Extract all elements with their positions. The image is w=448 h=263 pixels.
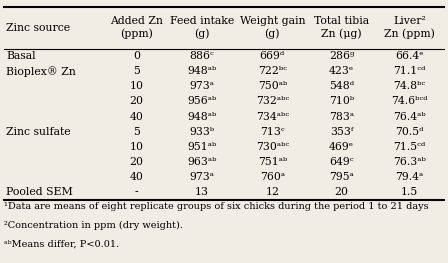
Text: 469ᵉ: 469ᵉ — [329, 142, 354, 152]
Text: 353ᶠ: 353ᶠ — [330, 127, 353, 137]
Text: 948ᵃᵇ: 948ᵃᵇ — [187, 66, 216, 76]
Text: 649ᶜ: 649ᶜ — [329, 157, 354, 167]
Text: Zinc sulfate: Zinc sulfate — [6, 127, 71, 137]
Text: 948ᵃᵇ: 948ᵃᵇ — [187, 112, 216, 122]
Text: 5: 5 — [133, 127, 140, 137]
Text: Zinc source: Zinc source — [6, 23, 70, 33]
Text: 734ᵃᵇᶜ: 734ᵃᵇᶜ — [256, 112, 289, 122]
Text: 10: 10 — [129, 81, 143, 92]
Text: 20: 20 — [129, 97, 143, 107]
Text: 732ᵃᵇᶜ: 732ᵃᵇᶜ — [256, 97, 289, 107]
Text: Added Zn
(ppm): Added Zn (ppm) — [110, 16, 163, 39]
Text: 669ᵈ: 669ᵈ — [260, 51, 285, 61]
Text: 951ᵃᵇ: 951ᵃᵇ — [187, 142, 216, 152]
Text: 13: 13 — [195, 187, 209, 197]
Text: Total tibia
Zn (μg): Total tibia Zn (μg) — [314, 16, 369, 39]
Text: 0: 0 — [133, 51, 140, 61]
Text: 70.5ᵈ: 70.5ᵈ — [395, 127, 424, 137]
Text: 79.4ᵃ: 79.4ᵃ — [396, 172, 424, 182]
Text: 963ᵃᵇ: 963ᵃᵇ — [187, 157, 216, 167]
Text: 40: 40 — [129, 172, 143, 182]
Text: 783ᵃ: 783ᵃ — [329, 112, 354, 122]
Text: 973ᵃ: 973ᵃ — [190, 81, 214, 92]
Text: Feed intake
(g): Feed intake (g) — [170, 16, 234, 39]
Text: 973ᵃ: 973ᵃ — [190, 172, 214, 182]
Text: 933ᵇ: 933ᵇ — [189, 127, 214, 137]
Text: ᵃᵇMeans differ, P<0.01.: ᵃᵇMeans differ, P<0.01. — [4, 240, 120, 249]
Text: 74.6ᵇᶜᵈ: 74.6ᵇᶜᵈ — [391, 97, 428, 107]
Text: 20: 20 — [129, 157, 143, 167]
Text: Bioplex® Zn: Bioplex® Zn — [6, 66, 76, 77]
Text: 66.4ᵉ: 66.4ᵉ — [395, 51, 424, 61]
Text: Basal: Basal — [6, 51, 36, 61]
Text: 40: 40 — [129, 112, 143, 122]
Text: 886ᶜ: 886ᶜ — [190, 51, 214, 61]
Text: 795ᵃ: 795ᵃ — [329, 172, 354, 182]
Text: 76.3ᵃᵇ: 76.3ᵃᵇ — [393, 157, 426, 167]
Text: 74.8ᵇᶜ: 74.8ᵇᶜ — [393, 81, 426, 92]
Text: 423ᵉ: 423ᵉ — [329, 66, 354, 76]
Text: 12: 12 — [265, 187, 280, 197]
Text: 548ᵈ: 548ᵈ — [329, 81, 354, 92]
Text: 20: 20 — [335, 187, 349, 197]
Text: 1.5: 1.5 — [401, 187, 418, 197]
Text: 71.1ᶜᵈ: 71.1ᶜᵈ — [393, 66, 426, 76]
Text: Pooled SEM: Pooled SEM — [6, 187, 73, 197]
Text: ²Concentration in ppm (dry weight).: ²Concentration in ppm (dry weight). — [4, 221, 184, 230]
Text: 71.5ᶜᵈ: 71.5ᶜᵈ — [393, 142, 426, 152]
Text: 5: 5 — [133, 66, 140, 76]
Text: 713ᶜ: 713ᶜ — [260, 127, 284, 137]
Text: 750ᵃᵇ: 750ᵃᵇ — [258, 81, 287, 92]
Text: 730ᵃᵇᶜ: 730ᵃᵇᶜ — [256, 142, 289, 152]
Text: 710ᵇ: 710ᵇ — [329, 97, 354, 107]
Text: ¹Data are means of eight replicate groups of six chicks during the period 1 to 2: ¹Data are means of eight replicate group… — [4, 202, 429, 211]
Text: 76.4ᵃᵇ: 76.4ᵃᵇ — [393, 112, 426, 122]
Text: 286ᵍ: 286ᵍ — [329, 51, 354, 61]
Text: 722ᵇᶜ: 722ᵇᶜ — [258, 66, 287, 76]
Text: -: - — [135, 187, 138, 197]
Text: Weight gain
(g): Weight gain (g) — [240, 16, 305, 39]
Text: 10: 10 — [129, 142, 143, 152]
Text: 760ᵃ: 760ᵃ — [260, 172, 285, 182]
Text: 956ᵃᵇ: 956ᵃᵇ — [187, 97, 216, 107]
Text: Liver²
Zn (ppm): Liver² Zn (ppm) — [384, 16, 435, 39]
Text: 751ᵃᵇ: 751ᵃᵇ — [258, 157, 287, 167]
